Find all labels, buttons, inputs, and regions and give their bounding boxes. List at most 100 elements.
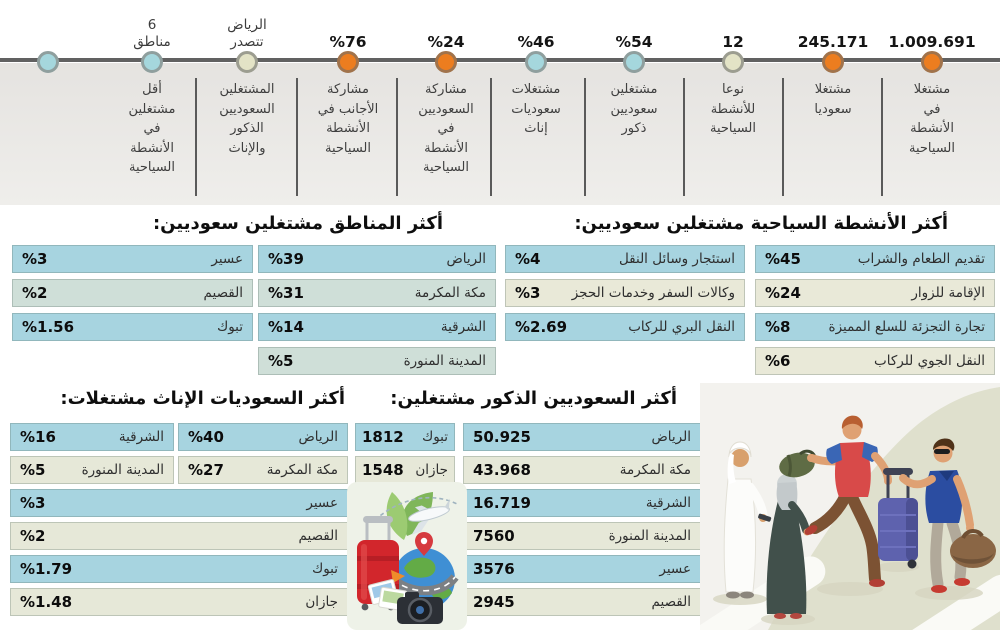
row-label: تبوك: [217, 319, 243, 335]
timeline-label: مشتغلين سعوديين ذكور: [610, 82, 658, 136]
timeline-value: 6 مناطق: [133, 16, 171, 51]
row-label: عسير: [211, 251, 243, 267]
timeline-label: مشاركة السعوديين في الأنشطة السياحية: [418, 82, 474, 175]
row-label: عسير: [306, 495, 338, 511]
arrow-icon: [391, 570, 405, 583]
timeline-station: الرياض تتصدر المشتغلين السعوديين الذكور …: [192, 0, 302, 205]
row-value: 1548: [362, 461, 404, 479]
table-row: الشرقية %14: [258, 313, 496, 341]
table-row: الشرقية %16: [10, 423, 174, 451]
row-label: النقل الجوي للركاب: [874, 353, 985, 369]
table-row: المدينة المنورة %5: [10, 456, 174, 484]
row-label: عسير: [659, 561, 691, 577]
row-label: المدينة المنورة: [403, 353, 486, 369]
females-full-column: عسير %3 القصيم %2 تبوك %1.79 جازان %1.48: [10, 489, 348, 621]
row-label: استئجار وسائل النقل: [618, 251, 735, 267]
timeline-dot: [722, 51, 744, 73]
table-row: تبوك %1.79: [10, 555, 348, 583]
table-row: مكة المكرمة %31: [258, 279, 496, 307]
table-row: مكة المكرمة %27: [178, 456, 348, 484]
timeline-separator: [296, 78, 298, 196]
row-value: %1.48: [20, 593, 73, 611]
section-title-females: أكثر السعوديات الإناث مشتغلات:: [60, 388, 345, 409]
timeline-value: 12: [722, 32, 744, 51]
row-value: %1.56: [22, 318, 75, 336]
table-row: وكالات السفر وخدمات الحجز %3: [505, 279, 745, 307]
timeline-separator: [584, 78, 586, 196]
timeline-axis: [0, 58, 1000, 62]
airplane-icon: [408, 498, 450, 535]
timeline-value: %54: [615, 32, 653, 51]
row-label: جازان: [415, 462, 448, 478]
timeline-label: مشتغلا سعوديا: [814, 82, 852, 117]
row-value: %31: [268, 284, 304, 302]
timeline-separator: [881, 78, 883, 196]
timeline-dot: [141, 51, 163, 73]
row-label: المدينة المنورة: [608, 528, 691, 544]
table-row: القصيم 2945: [463, 588, 701, 616]
row-value: %4: [515, 250, 541, 268]
timeline-station: 245.171 مشتغلا سعوديا: [778, 0, 888, 205]
timeline-value: %24: [427, 32, 465, 51]
row-label: الرياض: [298, 429, 338, 445]
table-row: الشرقية 16.719: [463, 489, 701, 517]
timeline-separator: [396, 78, 398, 196]
timeline-dot: [822, 51, 844, 73]
row-label: وكالات السفر وخدمات الحجز: [571, 285, 735, 301]
row-value: 2945: [473, 593, 515, 611]
table-row: المدينة المنورة 7560: [463, 522, 701, 550]
regions-left-column: عسير %3 القصيم %2 تبوك %1.56: [12, 245, 253, 347]
row-label: الشرقية: [645, 495, 691, 511]
row-value: %40: [188, 428, 224, 446]
table-row: تبوك 1812: [355, 423, 455, 451]
row-value: 16.719: [473, 494, 531, 512]
row-value: %6: [765, 352, 791, 370]
row-value: %5: [20, 461, 46, 479]
timeline-dot: [37, 51, 59, 73]
table-row: عسير %3: [12, 245, 253, 273]
duffel-bag: [950, 529, 996, 568]
section-title-males: أكثر السعوديين الذكور مشتغلين:: [390, 388, 677, 409]
tourist-luggage-figure: [878, 438, 996, 593]
table-row: النقل البري للركاب %2.69: [505, 313, 745, 341]
females-pair-right-column: الرياض %40 مكة المكرمة %27: [178, 423, 348, 489]
row-value: %3: [515, 284, 541, 302]
row-value: %14: [268, 318, 304, 336]
row-value: %3: [20, 494, 46, 512]
row-value: %24: [765, 284, 801, 302]
row-label: الرياض: [446, 251, 486, 267]
row-value: %8: [765, 318, 791, 336]
timeline-value: 245.171: [797, 32, 869, 51]
row-label: الإقامة للزوار: [911, 285, 985, 301]
row-label: الرياض: [651, 429, 691, 445]
row-value: %27: [188, 461, 224, 479]
row-value: 1812: [362, 428, 404, 446]
timeline-station: %54 مشتغلين سعوديين ذكور: [579, 0, 689, 205]
timeline-station: 6 مناطق أقل مشتغلين في الأنشطة السياحية: [97, 0, 207, 205]
table-row: القصيم %2: [10, 522, 348, 550]
timeline-label: المشتغلين السعوديين الذكور والإناث: [219, 82, 275, 156]
row-value: 3576: [473, 560, 515, 578]
table-row: الرياض 50.925: [463, 423, 701, 451]
row-label: المدينة المنورة: [81, 462, 164, 478]
row-value: %2: [22, 284, 48, 302]
row-label: الشرقية: [440, 319, 486, 335]
table-row: الرياض %40: [178, 423, 348, 451]
location-pin-icon: [415, 532, 433, 556]
timeline-station: [0, 0, 103, 205]
timeline-value: 1.009.691: [888, 32, 976, 51]
table-row: القصيم %2: [12, 279, 253, 307]
row-label: مكة المكرمة: [266, 462, 338, 478]
woman-abaya-figure: [766, 474, 811, 619]
section-title-activities: أكثر الأنشطة السياحية مشتغلين سعوديين:: [574, 213, 948, 234]
row-label: القصيم: [651, 594, 691, 610]
timeline-panel: [0, 63, 1000, 205]
row-value: 43.968: [473, 461, 531, 479]
table-row: تبوك %1.56: [12, 313, 253, 341]
timeline-label: مشاركة الأجانب في الأنشطة السياحية: [317, 82, 379, 156]
timeline-station: 1.009.691 مشتغلا في الأنشطة السياحية: [877, 0, 987, 205]
table-row: مكة المكرمة 43.968: [463, 456, 701, 484]
timeline-value: %76: [329, 32, 367, 51]
timeline-label: مشتغلا في الأنشطة السياحية: [909, 82, 955, 156]
